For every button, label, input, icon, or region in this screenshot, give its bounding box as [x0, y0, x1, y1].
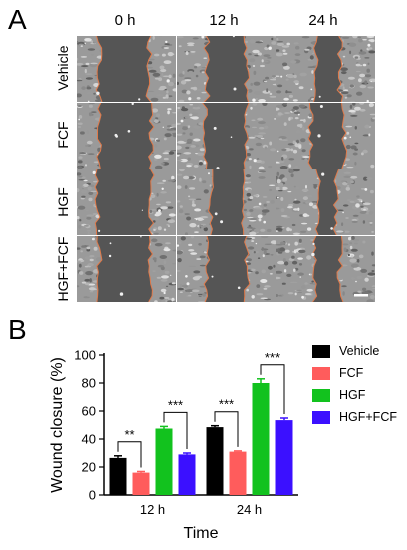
legend-label-fcf: FCF	[339, 366, 364, 380]
panel-b-letter: B	[8, 314, 27, 345]
significance-bracket	[260, 364, 285, 414]
panel-a-letter: A	[8, 4, 27, 35]
significance-bracket	[117, 441, 142, 468]
legend-label-vehicle: Vehicle	[339, 344, 380, 358]
significance-label: ***	[265, 350, 280, 365]
y-tick-label: 80	[82, 376, 96, 391]
micrograph-cell	[276, 36, 375, 102]
micrograph-cell	[176, 102, 276, 169]
micrograph-cell	[176, 36, 276, 102]
bar	[155, 428, 173, 495]
y-tick-label: 40	[82, 432, 96, 447]
y-tick-label: 20	[82, 460, 96, 475]
y-tick-label: 100	[74, 348, 96, 363]
legend-swatch-hgf-fcf	[312, 410, 330, 424]
chart-legend: Vehicle FCF HGF HGF+FCF	[312, 340, 397, 428]
significance-label: ***	[219, 397, 234, 412]
micrograph-cell	[276, 102, 375, 169]
legend-item-fcf: FCF	[312, 362, 397, 384]
bar	[229, 451, 247, 495]
micrograph-cell	[176, 169, 276, 235]
x-tick-label: 12 h	[140, 502, 165, 517]
legend-label-hgf: HGF	[339, 388, 366, 402]
significance-label: ***	[168, 397, 183, 412]
legend-swatch-vehicle	[312, 344, 330, 358]
bar	[275, 420, 293, 495]
significance-bracket	[214, 411, 239, 447]
legend-label-hgf-fcf: HGF+FCF	[339, 410, 397, 424]
micrograph-cell	[77, 169, 176, 235]
micrograph-cell	[77, 235, 176, 302]
legend-swatch-hgf	[312, 388, 330, 402]
x-tick-label: 24 h	[237, 502, 262, 517]
micrograph-cell	[77, 102, 176, 169]
x-axis-label: Time	[184, 525, 219, 542]
micrograph-cell	[77, 36, 176, 102]
bar	[178, 454, 196, 495]
legend-swatch-fcf	[312, 366, 330, 380]
legend-item-vehicle: Vehicle	[312, 340, 397, 362]
legend-item-hgf-fcf: HGF+FCF	[312, 406, 397, 428]
bar	[206, 427, 224, 495]
micrograph-cell	[176, 235, 276, 302]
bar	[132, 472, 150, 495]
legend-item-hgf: HGF	[312, 384, 397, 406]
significance-bracket	[163, 411, 188, 449]
y-tick-label: 60	[82, 404, 96, 419]
bar	[109, 457, 127, 495]
y-tick-label: 0	[89, 488, 96, 503]
y-axis-label: Wound closure (%)	[49, 357, 66, 493]
micrograph-cell	[276, 235, 375, 302]
significance-label: **	[124, 427, 134, 442]
column-label-12h: 12 h	[209, 12, 239, 29]
micrograph-cell	[276, 169, 375, 235]
column-label-0h: 0 h	[114, 12, 136, 29]
scale-bar	[354, 293, 368, 296]
column-label-24h: 24 h	[308, 12, 338, 29]
bar	[252, 383, 270, 495]
